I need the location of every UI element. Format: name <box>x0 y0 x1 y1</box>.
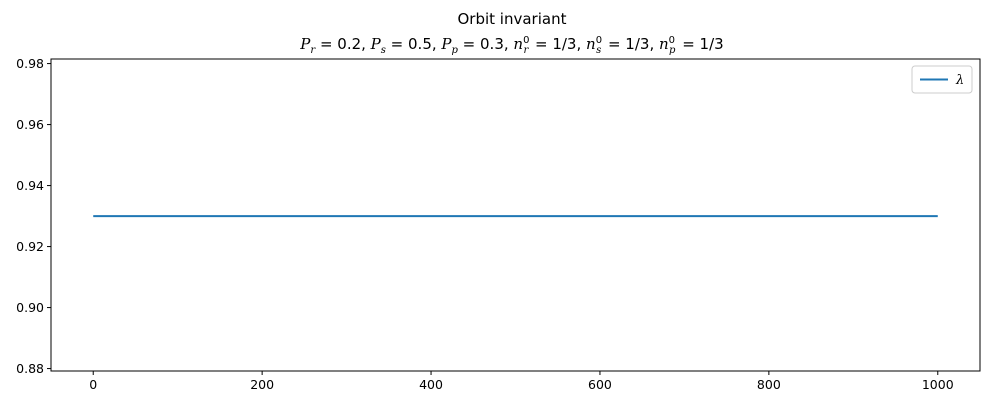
subtitle-nr: n <box>513 35 523 53</box>
subtitle-ps-val: = 0.5, <box>386 35 442 53</box>
y-tick-label: 0.92 <box>16 239 44 254</box>
subtitle-np-sup: 0 <box>669 35 675 46</box>
subtitle-pr-val: = 0.2, <box>315 35 371 53</box>
subtitle-np: n <box>659 35 669 53</box>
subtitle-pr: P <box>299 35 311 53</box>
subtitle-pr-sub: r <box>310 45 316 56</box>
subtitle-ns-sub: s <box>596 45 601 56</box>
x-tick-label: 0 <box>89 377 97 392</box>
subtitle-np-sub: p <box>669 45 676 56</box>
axes-frame <box>50 58 981 372</box>
x-tick-label: 200 <box>250 377 274 392</box>
x-tick-label: 400 <box>419 377 443 392</box>
x-tick-label: 600 <box>588 377 612 392</box>
subtitle-ps: P <box>370 35 382 53</box>
y-tick-label: 0.90 <box>16 300 44 315</box>
chart-subtitle: Pr = 0.2, Ps = 0.5, Pp = 0.3, n0 r = 1/3,… <box>299 35 723 56</box>
subtitle-pp-val: = 0.3, <box>458 35 514 53</box>
subtitle-ns-val: = 1/3, <box>603 35 659 53</box>
subtitle-ps-sub: s <box>381 45 386 56</box>
x-tick-label: 1000 <box>922 377 954 392</box>
chart-title: Orbit invariant <box>458 10 567 28</box>
y-tick-label: 0.96 <box>16 117 44 132</box>
subtitle-nr-sup: 0 <box>523 35 529 46</box>
y-tick-label: 0.98 <box>16 56 44 71</box>
legend-label: λ <box>955 73 964 88</box>
subtitle-np-val: = 1/3 <box>677 35 723 53</box>
plot-area: 0 200 400 600 800 1000 0.88 0.90 0.92 0.94 0.96 0.9… <box>16 56 981 392</box>
subtitle-nr-sub: r <box>523 45 529 56</box>
subtitle-ns-sup: 0 <box>596 35 602 46</box>
y-tick-label: 0.94 <box>16 178 44 193</box>
y-tick-label: 0.88 <box>16 361 44 376</box>
subtitle-pp-sub: p <box>452 45 459 56</box>
subtitle-ns: n <box>586 35 596 53</box>
subtitle-pp: P <box>440 35 452 53</box>
subtitle-nr-val: = 1/3, <box>530 35 586 53</box>
x-tick-label: 800 <box>757 377 781 392</box>
